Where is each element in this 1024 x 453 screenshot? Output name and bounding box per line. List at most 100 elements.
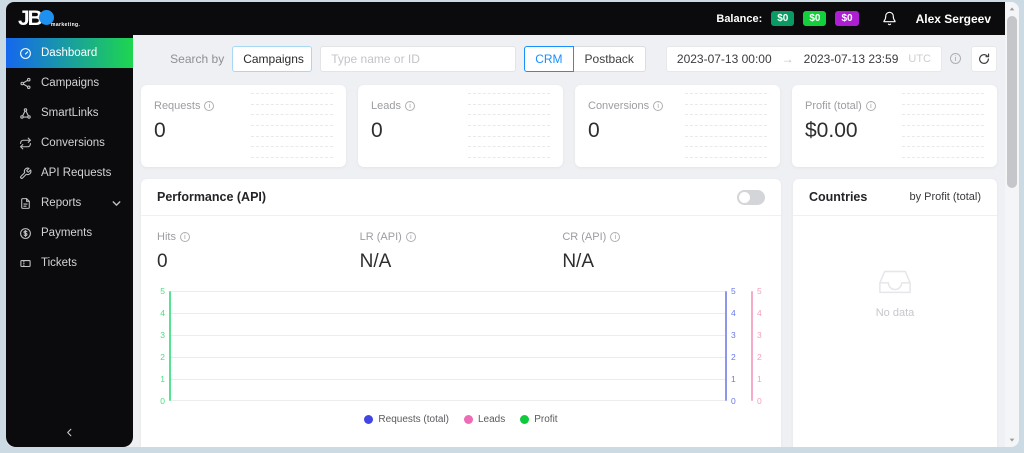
sidebar-item-dashboard[interactable]: Dashboard <box>6 38 133 68</box>
legend-dot-pink <box>464 414 473 424</box>
vertical-scrollbar[interactable] <box>1005 2 1019 447</box>
dollar-circle-icon <box>20 227 31 239</box>
info-icon[interactable]: i <box>865 101 876 111</box>
balance-badge-available[interactable]: $0 <box>803 11 827 26</box>
timezone-label: UTC <box>908 52 931 65</box>
refresh-button[interactable] <box>971 45 997 72</box>
collapse-sidebar-button[interactable] <box>6 427 133 438</box>
y-axis-labels-green: 5 4 3 2 1 0 <box>160 286 165 406</box>
performance-header: Performance (API) <box>141 179 781 216</box>
date-from-value[interactable]: 2023-07-13 00:00 <box>676 51 772 66</box>
search-input[interactable] <box>320 45 517 72</box>
stat-card-left: Leads i 0 <box>371 85 468 167</box>
info-icon[interactable]: i <box>950 53 961 64</box>
stat-label-row: Requests i <box>154 100 251 112</box>
plot-area <box>171 291 725 401</box>
stat-card-left: Profit (total) i $0.00 <box>805 85 902 167</box>
stat-label: Conversions <box>588 100 650 112</box>
stat-label: Leads <box>371 100 401 112</box>
sidebar-item-label: API Requests <box>41 167 112 179</box>
info-icon[interactable]: i <box>204 101 215 111</box>
stat-label-row: Conversions i <box>588 100 685 112</box>
body-row: Dashboard Campaigns SmartLinks Conversio… <box>6 35 1005 447</box>
stat-card-left: Conversions i 0 <box>588 85 685 167</box>
ticket-icon <box>20 259 31 267</box>
sidebar-item-label: Dashboard <box>41 47 98 59</box>
scrollbar-thumb[interactable] <box>1007 16 1017 188</box>
search-by-label: Search by <box>170 51 225 66</box>
sidebar-item-smartlinks[interactable]: SmartLinks <box>6 98 133 128</box>
performance-chart: 5 4 3 2 1 0 <box>141 277 781 437</box>
metric-hits: Hits i 0 <box>157 231 360 273</box>
sidebar-item-payments[interactable]: Payments <box>6 218 133 248</box>
app-window: JB marketing. Balance: $0 $0 $0 Alex Ser… <box>6 2 1019 447</box>
crm-button[interactable]: CRM <box>524 45 574 72</box>
sidebar-item-tickets[interactable]: Tickets <box>6 248 133 278</box>
sidebar-item-conversions[interactable]: Conversions <box>6 128 133 158</box>
date-to-value[interactable]: 2023-07-13 23:59 <box>803 51 899 66</box>
sparkline-placeholder <box>467 85 550 167</box>
info-icon[interactable]: i <box>179 232 190 242</box>
search-type-select[interactable]: Campaigns <box>232 45 313 72</box>
performance-title: Performance (API) <box>157 190 267 204</box>
date-range-picker[interactable]: 2023-07-13 00:00 → 2023-07-13 23:59 UTC <box>665 45 942 72</box>
performance-toggle[interactable] <box>737 189 765 205</box>
legend-label: Profit <box>534 413 558 425</box>
stat-card-conversions: Conversions i 0 <box>575 85 780 167</box>
stat-card-profit: Profit (total) i $0.00 <box>792 85 997 167</box>
y-axis-labels-blue: 5 4 3 2 1 0 <box>731 286 736 406</box>
postback-button[interactable]: Postback <box>572 45 646 72</box>
balance-badge-pending[interactable]: $0 <box>835 11 859 26</box>
sidebar: Dashboard Campaigns SmartLinks Conversio… <box>6 35 133 447</box>
logo-dot-icon <box>38 9 54 25</box>
info-icon[interactable]: i <box>404 101 415 111</box>
metric-value: N/A <box>562 251 595 272</box>
notifications-bell-icon[interactable] <box>882 11 897 26</box>
countries-subtitle: by Profit (total) <box>909 191 981 203</box>
sidebar-item-api-requests[interactable]: API Requests <box>6 158 133 188</box>
scroll-down-arrow-icon[interactable] <box>1008 436 1016 444</box>
info-icon[interactable]: i <box>653 101 664 111</box>
countries-title: Countries <box>809 190 868 204</box>
countries-panel: Countries by Profit (total) No data <box>793 179 997 447</box>
stat-label-row: Profit (total) i <box>805 100 902 112</box>
sparkline-placeholder <box>901 85 984 167</box>
legend-item-leads[interactable]: Leads <box>464 414 505 425</box>
empty-inbox-icon <box>879 270 911 294</box>
refresh-icon <box>979 53 990 64</box>
info-icon[interactable]: i <box>610 232 621 242</box>
countries-empty-state: No data <box>793 216 997 447</box>
top-bar: JB marketing. Balance: $0 $0 $0 Alex Ser… <box>6 2 1005 35</box>
scroll-up-arrow-icon[interactable] <box>1008 5 1016 13</box>
repeat-icon <box>20 137 31 149</box>
sparkline-placeholder <box>250 85 333 167</box>
legend-item-requests[interactable]: Requests (total) <box>364 414 449 425</box>
y-axis-pink <box>751 291 753 401</box>
user-menu[interactable]: Alex Sergeev <box>915 11 991 26</box>
chart-area: 5 4 3 2 1 0 <box>157 286 765 406</box>
legend-item-profit[interactable]: Profit <box>520 413 558 425</box>
stat-card-leads: Leads i 0 <box>358 85 563 167</box>
metric-label: CR (API) <box>562 231 607 243</box>
stat-label: Requests <box>154 100 201 112</box>
metric-label: LR (API) <box>359 231 402 243</box>
jb-marketing-logo[interactable]: JB marketing. <box>18 5 80 33</box>
y-axis-labels-pink: 5 4 3 2 1 0 <box>757 286 762 406</box>
stat-card-requests: Requests i 0 <box>141 85 346 167</box>
sidebar-item-reports[interactable]: Reports <box>6 188 133 218</box>
sparkline-placeholder <box>684 85 767 167</box>
stat-value: 0 <box>154 119 166 142</box>
chevron-left-icon <box>67 428 72 437</box>
countries-header: Countries by Profit (total) <box>793 179 997 216</box>
topbar-right: Balance: $0 $0 $0 Alex Sergeev <box>716 11 991 26</box>
sidebar-item-campaigns[interactable]: Campaigns <box>6 68 133 98</box>
search-type-value: Campaigns <box>243 51 304 66</box>
metric-label-row: CR (API) i <box>562 231 765 243</box>
gridline <box>171 335 725 336</box>
bottom-row: Performance (API) Hits i 0 <box>141 179 997 447</box>
metric-cr-api: CR (API) i N/A <box>562 231 765 273</box>
stat-label: Profit (total) <box>805 100 862 112</box>
filters-bar: Search by Campaigns CRM Postback 2023-07… <box>141 45 997 72</box>
balance-badge-hold[interactable]: $0 <box>771 11 795 26</box>
info-icon[interactable]: i <box>405 232 416 242</box>
